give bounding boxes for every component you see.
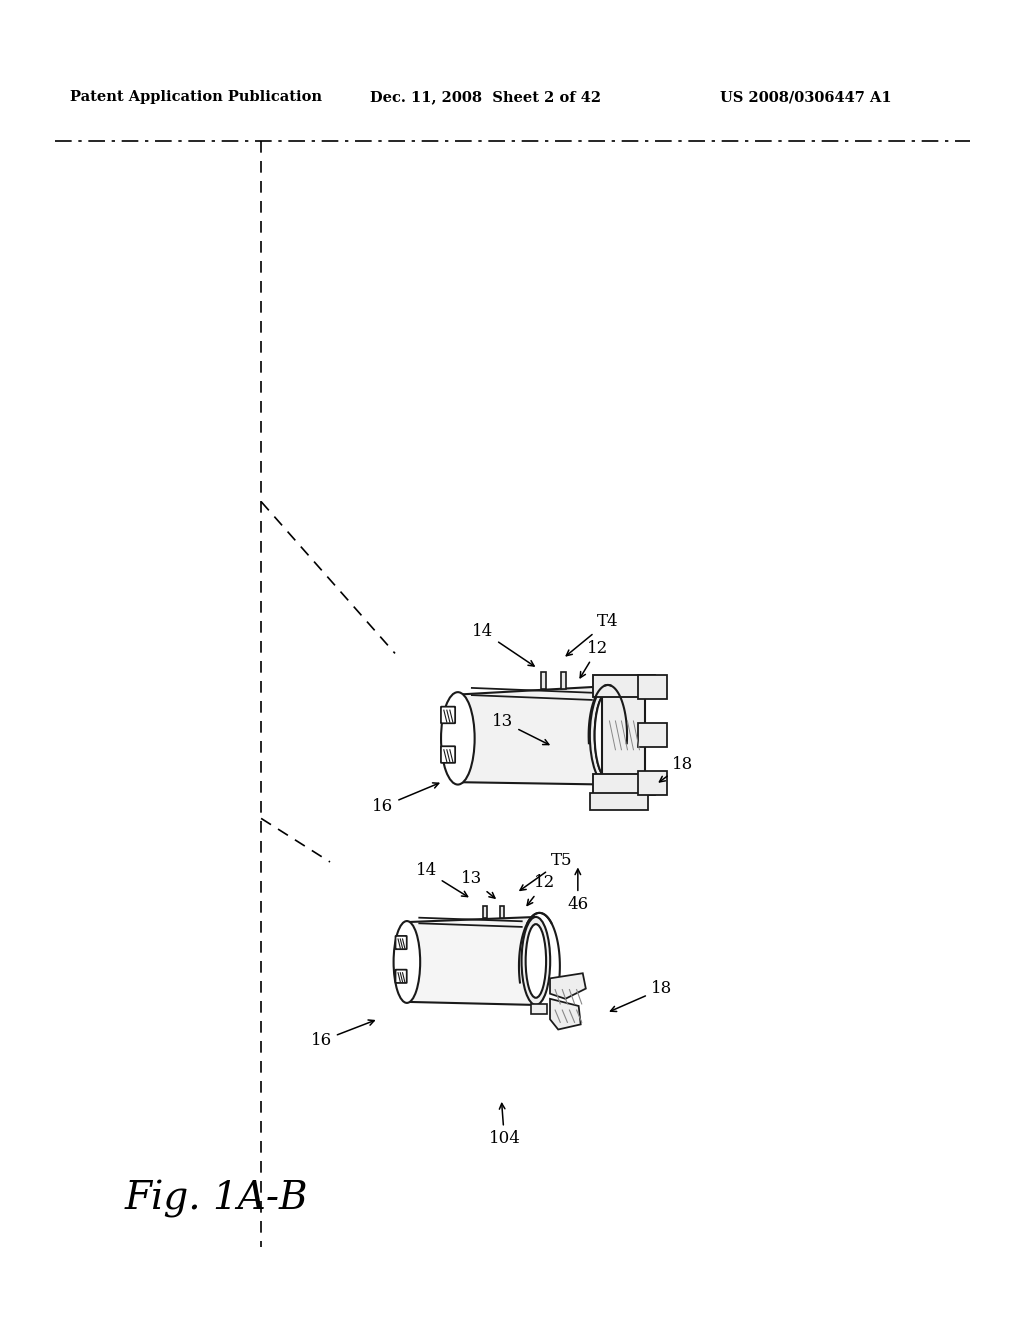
Polygon shape bbox=[407, 917, 536, 1005]
FancyBboxPatch shape bbox=[441, 706, 455, 723]
Bar bbox=[602, 677, 645, 793]
Text: Patent Application Publication: Patent Application Publication bbox=[70, 90, 322, 104]
FancyBboxPatch shape bbox=[395, 936, 407, 949]
Text: 46: 46 bbox=[567, 869, 589, 913]
Text: T4: T4 bbox=[566, 612, 618, 656]
Ellipse shape bbox=[590, 685, 626, 785]
Bar bbox=[638, 723, 667, 747]
Text: 18: 18 bbox=[659, 756, 693, 781]
Ellipse shape bbox=[393, 921, 420, 1003]
Bar bbox=[561, 672, 566, 689]
Text: 13: 13 bbox=[461, 870, 495, 898]
Bar bbox=[501, 906, 505, 917]
Bar bbox=[530, 1005, 547, 1014]
Text: 18: 18 bbox=[610, 981, 672, 1011]
Text: 12: 12 bbox=[581, 640, 608, 677]
Ellipse shape bbox=[595, 692, 621, 779]
Text: 104: 104 bbox=[488, 1104, 520, 1147]
Text: Dec. 11, 2008  Sheet 2 of 42: Dec. 11, 2008 Sheet 2 of 42 bbox=[370, 90, 601, 104]
Text: 16: 16 bbox=[373, 783, 438, 814]
Bar bbox=[638, 771, 667, 796]
Text: 12: 12 bbox=[527, 874, 555, 906]
Text: 13: 13 bbox=[493, 713, 549, 744]
Ellipse shape bbox=[521, 917, 550, 1005]
Bar bbox=[482, 906, 486, 917]
Bar bbox=[542, 672, 546, 689]
Text: US 2008/0306447 A1: US 2008/0306447 A1 bbox=[720, 90, 892, 104]
Text: T5: T5 bbox=[520, 853, 572, 891]
FancyBboxPatch shape bbox=[593, 676, 655, 697]
Text: 16: 16 bbox=[311, 1020, 374, 1049]
FancyBboxPatch shape bbox=[395, 970, 407, 983]
Polygon shape bbox=[550, 999, 581, 1030]
Polygon shape bbox=[550, 973, 586, 999]
Text: Fig. 1A-B: Fig. 1A-B bbox=[125, 1180, 308, 1217]
Ellipse shape bbox=[441, 692, 475, 784]
Bar bbox=[638, 676, 667, 700]
Polygon shape bbox=[458, 686, 608, 784]
FancyBboxPatch shape bbox=[593, 774, 655, 796]
Bar bbox=[590, 793, 648, 809]
Text: 14: 14 bbox=[472, 623, 535, 667]
Ellipse shape bbox=[595, 692, 621, 779]
FancyBboxPatch shape bbox=[441, 746, 455, 763]
Ellipse shape bbox=[525, 924, 546, 998]
Text: 14: 14 bbox=[416, 862, 468, 896]
